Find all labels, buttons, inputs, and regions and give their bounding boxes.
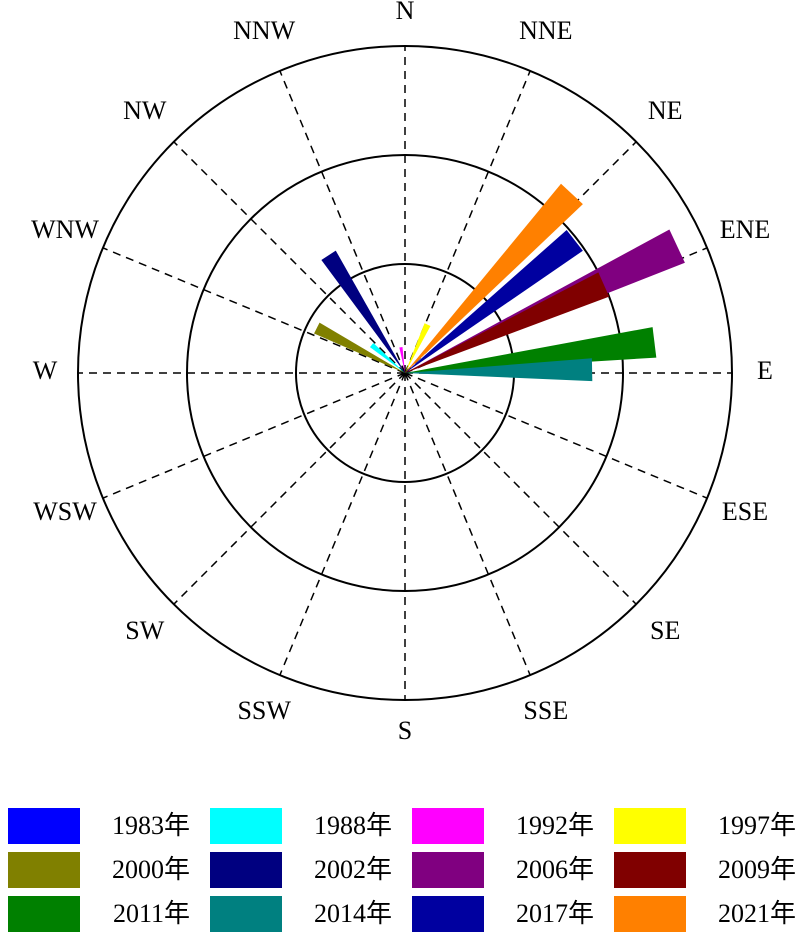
spoke — [102, 372, 406, 499]
direction-label: W — [33, 356, 58, 385]
legend-label: 2002年 — [314, 855, 392, 884]
legend-label: 2011年 — [113, 899, 190, 928]
spoke — [173, 372, 406, 605]
direction-label: SSE — [523, 696, 568, 725]
direction-label: SE — [650, 616, 680, 645]
wedge — [405, 229, 583, 373]
wedge — [399, 346, 405, 373]
direction-label: N — [396, 0, 415, 25]
legend-label: 1988年 — [314, 811, 392, 840]
wedge — [405, 327, 657, 373]
legend-swatch — [412, 808, 484, 844]
legend-swatch — [210, 852, 282, 888]
legend-label: 1997年 — [718, 811, 796, 840]
direction-label: WSW — [33, 497, 97, 526]
legend-label: 2017年 — [516, 899, 594, 928]
direction-label: NNE — [519, 16, 572, 45]
spoke — [404, 141, 637, 374]
spoke — [404, 70, 531, 374]
grid-ring — [77, 45, 733, 701]
legend-swatch — [8, 896, 80, 932]
legend-label: 2021年 — [718, 899, 796, 928]
direction-label: NW — [123, 96, 167, 125]
wedge — [405, 183, 583, 373]
legend-swatch — [210, 808, 282, 844]
wedge — [314, 322, 405, 373]
wedge — [405, 358, 593, 382]
legend-label: 1992年 — [516, 811, 594, 840]
legend-swatch — [8, 808, 80, 844]
direction-label: ENE — [720, 215, 771, 244]
legend-label: 2000年 — [112, 855, 190, 884]
wedge — [321, 250, 405, 373]
direction-label: WNW — [31, 215, 99, 244]
legend-label: 2006年 — [516, 855, 594, 884]
spoke — [102, 247, 406, 374]
legend-label: 2014年 — [314, 899, 392, 928]
legend-swatch — [614, 808, 686, 844]
legend-label: 1983年 — [112, 811, 190, 840]
wedge — [369, 342, 405, 373]
direction-label: E — [757, 356, 773, 385]
wedge — [405, 272, 610, 373]
legend-swatch — [412, 852, 484, 888]
spoke — [279, 372, 406, 676]
legend-swatch — [412, 896, 484, 932]
legend-swatch — [614, 852, 686, 888]
legend-label: 2009年 — [718, 855, 796, 884]
direction-label: ESE — [722, 497, 768, 526]
direction-label: NE — [648, 96, 683, 125]
spoke — [404, 372, 531, 676]
wedge — [405, 323, 431, 373]
legend-swatch — [210, 896, 282, 932]
legend-swatch — [8, 852, 80, 888]
direction-label: S — [398, 716, 412, 745]
direction-label: NNW — [233, 16, 296, 45]
direction-label: SW — [125, 616, 164, 645]
grid-ring — [186, 154, 624, 592]
spoke — [173, 141, 406, 374]
spoke — [279, 70, 406, 374]
spoke — [404, 372, 708, 499]
legend-swatch — [614, 896, 686, 932]
direction-label: SSW — [237, 696, 291, 725]
spoke — [404, 372, 637, 605]
